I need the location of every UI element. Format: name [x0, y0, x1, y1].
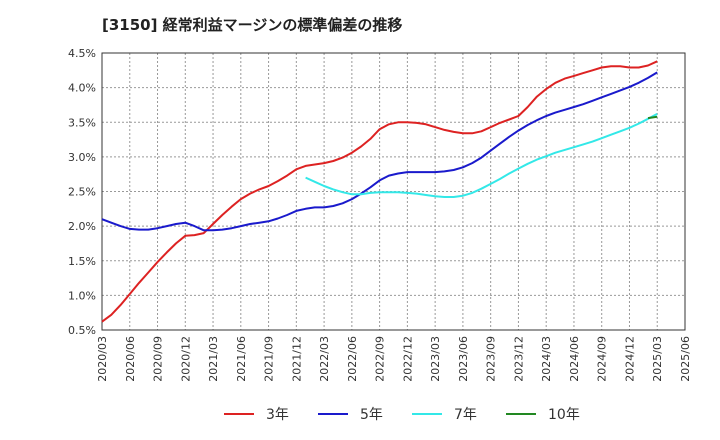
x-tick-label: 2021/03	[207, 336, 220, 382]
series-lines	[101, 60, 658, 323]
x-tick-label: 2023/03	[429, 336, 442, 382]
x-tick-label: 2020/03	[96, 336, 109, 382]
legend-label-3: 7年	[454, 407, 477, 423]
x-tick-label: 2020/06	[124, 336, 137, 382]
x-tick-label: 2021/09	[263, 336, 276, 382]
y-tick-label: 1.0%	[68, 289, 96, 302]
legend: 3年 5年 7年 10年	[224, 407, 580, 423]
series-line-4	[647, 115, 658, 120]
series-line-3	[305, 113, 658, 198]
x-tick-label: 2021/12	[290, 336, 303, 382]
y-tick-label: 2.5%	[68, 186, 96, 199]
series-line-1	[101, 60, 658, 323]
series-line-2	[101, 71, 658, 232]
x-tick-label: 2024/03	[540, 336, 553, 382]
x-tick-label: 2020/12	[179, 336, 192, 382]
y-tick-label: 3.0%	[68, 151, 96, 164]
x-tick-label: 2020/09	[152, 336, 165, 382]
legend-label-1: 3年	[266, 407, 289, 423]
x-tick-label: 2021/06	[235, 336, 248, 382]
y-tick-label: 4.0%	[68, 82, 96, 95]
y-tick-label: 1.5%	[68, 255, 96, 268]
chart-title: [3150] 経常利益マージンの標準偏差の推移	[102, 16, 402, 34]
x-axis: 2020/03 2020/06 2020/09 2020/12 2021/03 2021/…	[96, 336, 692, 382]
y-tick-label: 4.5%	[68, 47, 96, 60]
x-tick-label: 2025/06	[679, 336, 692, 382]
x-tick-label: 2024/06	[568, 336, 581, 382]
y-axis: 0.5% 1.0% 1.5% 2.0% 2.5% 3.0% 3.5% 4.0% 4.5%	[68, 47, 96, 337]
x-tick-label: 2022/12	[401, 336, 414, 382]
x-tick-label: 2023/06	[457, 336, 470, 382]
x-tick-label: 2022/09	[374, 336, 387, 382]
x-tick-label: 2023/09	[485, 336, 498, 382]
legend-label-2: 5年	[360, 407, 383, 423]
plot-area	[101, 52, 686, 331]
y-tick-label: 2.0%	[68, 220, 96, 233]
legend-label-4: 10年	[548, 407, 580, 423]
x-tick-label: 2023/12	[512, 336, 525, 382]
y-tick-label: 0.5%	[68, 324, 96, 337]
x-tick-label: 2022/06	[346, 336, 359, 382]
y-tick-label: 3.5%	[68, 116, 96, 129]
x-tick-label: 2025/03	[651, 336, 664, 382]
x-tick-label: 2022/03	[318, 336, 331, 382]
x-tick-label: 2024/12	[623, 336, 636, 382]
x-tick-label: 2024/09	[596, 336, 609, 382]
